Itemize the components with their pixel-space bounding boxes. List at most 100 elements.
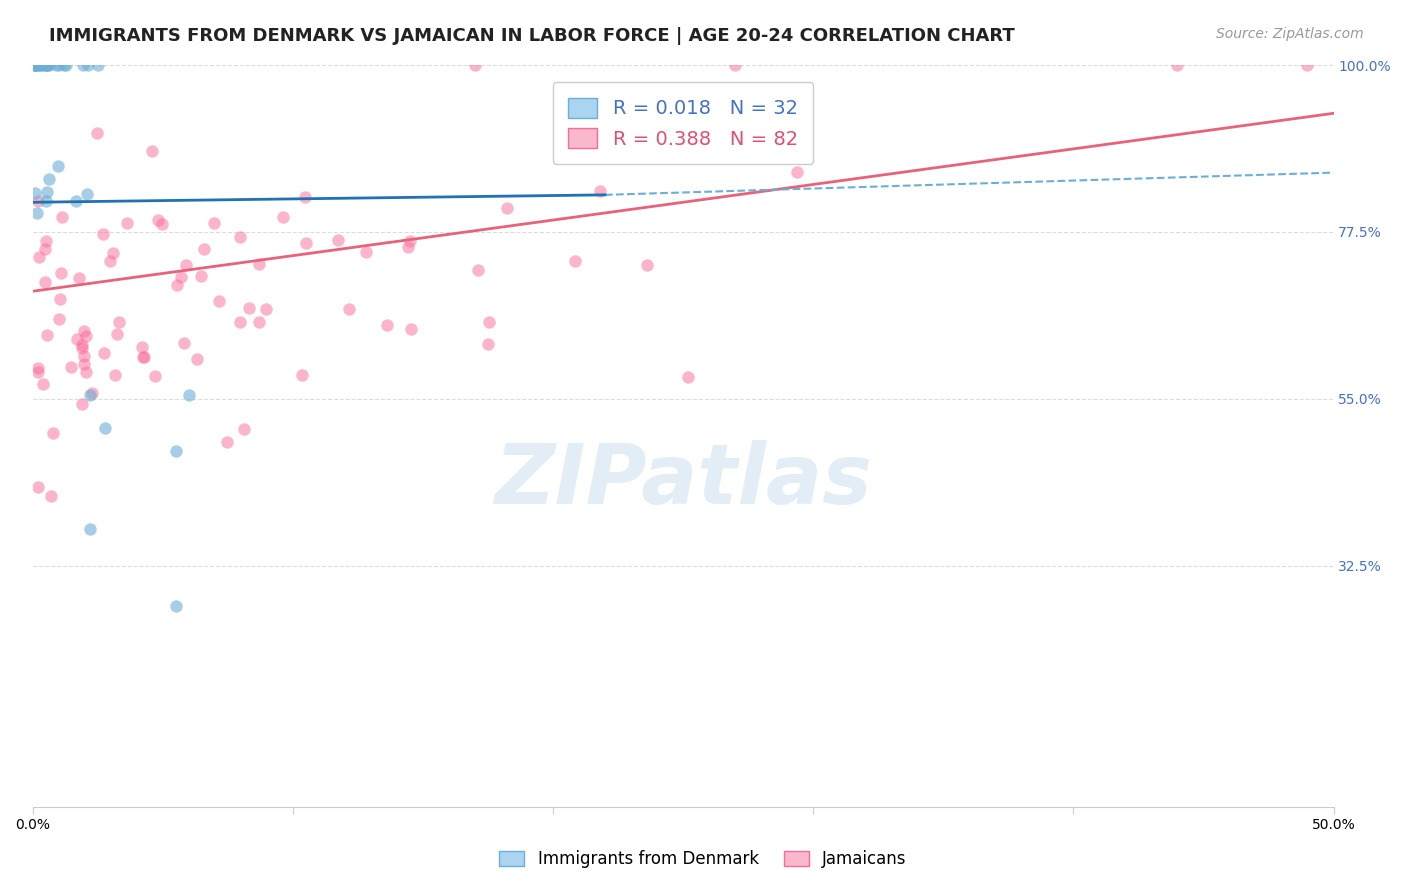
Point (107, 326, 129, 341)
Point (145, 368, 167, 383)
Point (396, 240, 419, 254)
Point (98, 254, 121, 268)
Point (132, 351, 155, 365)
Point (174, 258, 197, 272)
Legend: Immigrants from Denmark, Jamaicans: Immigrants from Denmark, Jamaicans (492, 844, 914, 875)
Point (399, 322, 422, 336)
Point (131, 340, 153, 354)
Point (254, 301, 277, 316)
Point (35, 58, 58, 72)
Point (108, 315, 131, 329)
Point (724, 58, 747, 72)
Point (165, 443, 187, 458)
Point (131, 350, 153, 364)
Point (72, 58, 94, 72)
Point (247, 315, 270, 329)
Point (464, 58, 486, 72)
Point (148, 212, 170, 227)
Point (27, 480, 49, 494)
Point (103, 245, 125, 260)
Point (79, 522, 101, 536)
Point (91, 227, 114, 241)
Point (72, 357, 94, 371)
Point (66, 332, 89, 346)
Point (24, 58, 46, 72)
Point (217, 434, 239, 449)
Point (27, 365, 49, 379)
Point (38, 171, 60, 186)
Point (477, 337, 499, 351)
Point (53, 58, 76, 72)
Point (27, 360, 49, 375)
Point (354, 245, 377, 260)
Point (232, 422, 254, 436)
Point (60, 359, 83, 374)
Point (295, 235, 318, 250)
Point (70, 338, 93, 352)
Point (24, 186, 46, 200)
Point (467, 263, 489, 277)
Point (326, 233, 349, 247)
Point (34, 242, 56, 256)
Point (28, 58, 51, 72)
Point (337, 302, 360, 317)
Point (398, 234, 420, 248)
Point (94, 421, 117, 435)
Point (291, 368, 314, 382)
Point (589, 185, 612, 199)
Point (31, 58, 53, 72)
Point (229, 315, 252, 329)
Point (603, 142, 626, 156)
Point (141, 144, 163, 158)
Point (186, 352, 208, 367)
Point (177, 388, 200, 402)
Point (46, 159, 69, 173)
Point (193, 243, 215, 257)
Point (27, 194, 49, 208)
Point (35, 328, 58, 343)
Point (70, 341, 93, 355)
Point (27, 58, 49, 72)
Point (48, 293, 70, 307)
Point (79, 388, 101, 402)
Point (1166, 58, 1188, 72)
Point (86, 58, 108, 72)
Point (24, 58, 46, 72)
Point (65, 194, 87, 208)
Point (75, 329, 97, 343)
Point (202, 216, 225, 230)
Point (165, 599, 187, 614)
Point (676, 370, 699, 384)
Point (115, 216, 138, 230)
Point (166, 278, 188, 293)
Point (34, 58, 56, 72)
Point (32, 377, 55, 392)
Point (55, 58, 77, 72)
Point (35, 194, 58, 208)
Point (77, 58, 100, 72)
Point (375, 318, 398, 332)
Point (49, 266, 72, 280)
Point (495, 201, 517, 215)
Point (190, 269, 212, 284)
Point (35, 185, 58, 199)
Point (45, 58, 67, 72)
Point (169, 269, 191, 284)
Point (73, 324, 96, 338)
Point (76, 186, 98, 201)
Point (247, 257, 270, 271)
Point (41, 490, 63, 504)
Point (73, 350, 96, 364)
Point (478, 315, 501, 329)
Point (35, 58, 58, 72)
Point (208, 294, 231, 309)
Point (34, 58, 56, 72)
Point (80, 386, 103, 401)
Point (271, 210, 294, 224)
Point (38, 58, 60, 72)
Point (229, 229, 252, 244)
Text: ZIPatlas: ZIPatlas (494, 440, 872, 521)
Text: Source: ZipAtlas.com: Source: ZipAtlas.com (1216, 27, 1364, 41)
Point (35, 234, 58, 248)
Point (24, 58, 46, 72)
